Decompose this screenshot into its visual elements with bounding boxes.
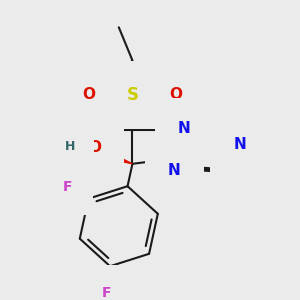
Text: O: O xyxy=(169,87,182,102)
Text: F: F xyxy=(177,123,187,137)
Text: N: N xyxy=(168,163,181,178)
Text: N: N xyxy=(178,121,190,136)
Polygon shape xyxy=(95,146,132,164)
Text: F: F xyxy=(77,123,86,137)
Text: N: N xyxy=(233,137,246,152)
Text: O: O xyxy=(82,87,95,102)
Text: F: F xyxy=(101,286,111,300)
Text: F: F xyxy=(63,180,73,194)
Text: O: O xyxy=(88,140,101,155)
Text: H: H xyxy=(65,140,75,153)
Text: S: S xyxy=(126,85,138,103)
